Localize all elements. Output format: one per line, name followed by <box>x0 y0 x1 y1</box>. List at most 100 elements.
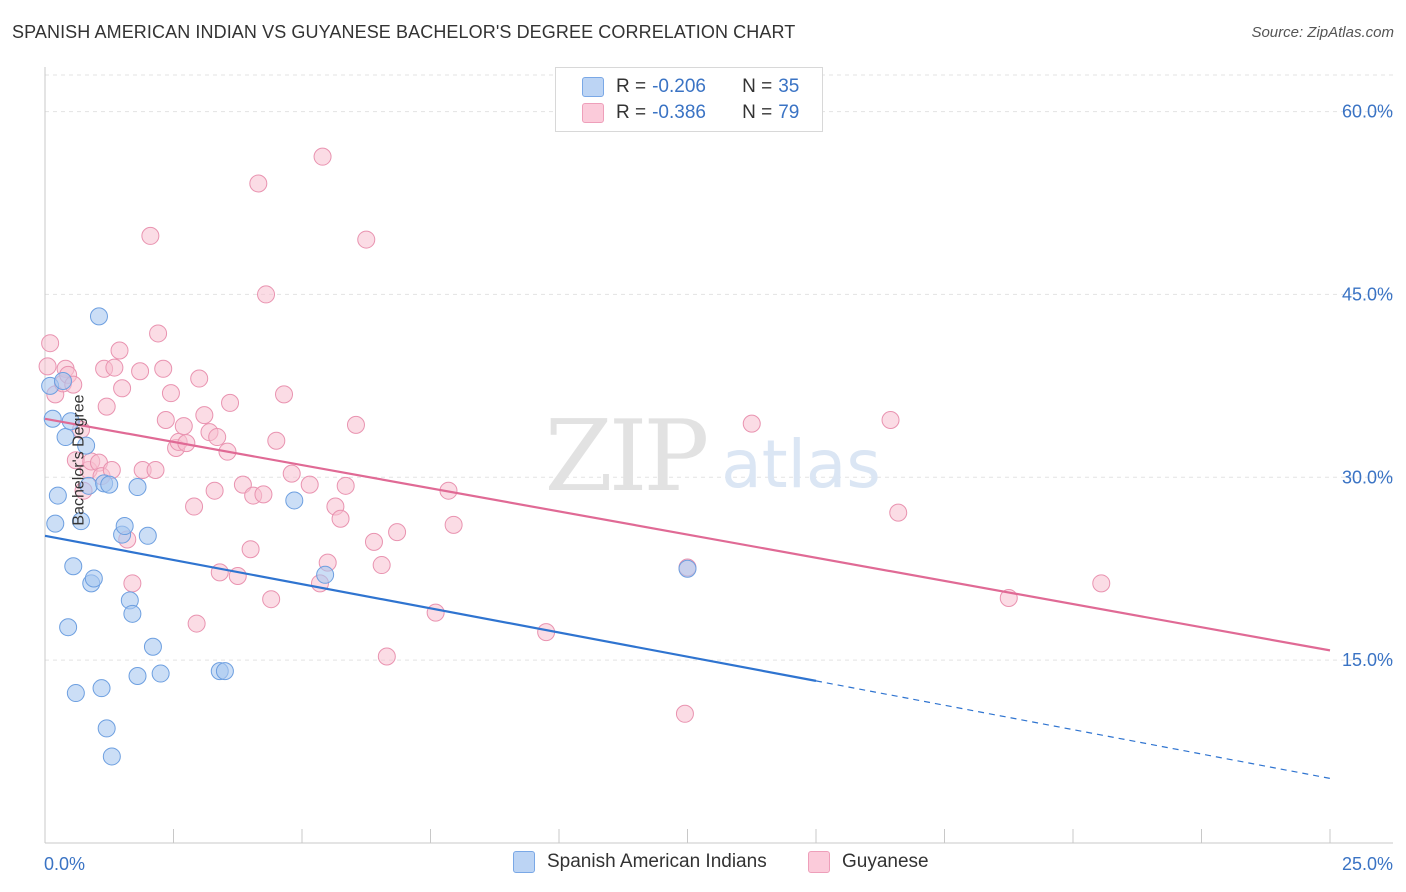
guyanese-point <box>336 476 355 495</box>
legend-n-label: N = <box>742 76 773 97</box>
legend-n-value: 79 <box>778 102 800 123</box>
spanish-american-indian-point <box>59 618 78 637</box>
series-legend: Spanish American Indians Guyanese <box>0 851 1406 879</box>
guyanese-trendline <box>44 417 1331 652</box>
guyanese-point <box>331 509 350 528</box>
legend-r-value: -0.386 <box>652 102 706 123</box>
spanish-american-indian-point <box>48 486 67 505</box>
spanish-american-indian-point <box>64 557 83 576</box>
guyanese-point <box>262 590 281 609</box>
guyanese-point <box>1092 574 1111 593</box>
watermark-zip: ZIP <box>545 400 707 514</box>
spanish-american-indian-point <box>143 637 162 656</box>
guyanese-point <box>105 358 124 377</box>
spanish-american-indian-point <box>285 491 304 510</box>
legend-r-label: R = <box>616 102 647 123</box>
spanish-american-indian-point <box>71 512 90 531</box>
guyanese-point <box>205 481 224 500</box>
legend-swatch-blue <box>582 77 604 97</box>
spanish-american-indian-trendline <box>44 534 817 682</box>
spanish-american-indian-point <box>46 514 65 533</box>
guyanese-point <box>161 384 180 403</box>
guyanese-point <box>38 357 57 376</box>
guyanese-point <box>275 385 294 404</box>
guyanese-point <box>190 369 209 388</box>
spanish-american-indian-point <box>678 559 697 578</box>
guyanese-point <box>357 230 376 249</box>
correlation-legend: R = -0.206 N = 35 R = -0.386 N = 79 <box>555 67 823 132</box>
guyanese-point <box>249 174 268 193</box>
legend-n-value: 35 <box>778 76 800 97</box>
spanish-american-indian-point <box>128 478 147 497</box>
guyanese-point <box>377 647 396 666</box>
guyanese-point <box>282 464 301 483</box>
legend-r-value: -0.206 <box>652 76 706 97</box>
guyanese-point <box>300 475 319 494</box>
guyanese-point <box>110 341 129 360</box>
data-points <box>38 147 1111 766</box>
guyanese-point <box>185 497 204 516</box>
spanish-american-indian-point <box>151 664 170 683</box>
spanish-american-indian-point <box>123 604 142 623</box>
guyanese-point <box>372 556 391 575</box>
legend-row-spanish-american-indians: R = -0.206 N = 35 <box>582 74 799 100</box>
guyanese-point <box>675 704 694 723</box>
guyanese-point <box>141 226 160 245</box>
spanish-american-indian-trendline-extrapolated <box>815 680 1331 779</box>
spanish-american-indian-point <box>92 679 111 698</box>
y-tick-label: 45.0% <box>1342 284 1393 304</box>
y-tick-label: 15.0% <box>1342 650 1393 670</box>
axes <box>44 67 1393 844</box>
legend-swatch-pink <box>582 103 604 123</box>
spanish-american-indian-point <box>316 565 335 584</box>
guyanese-point <box>208 428 227 447</box>
series-legend-label: Spanish American Indians <box>547 851 767 872</box>
guyanese-point <box>146 460 165 479</box>
series-legend-label: Guyanese <box>842 851 929 872</box>
guyanese-point <box>154 359 173 378</box>
spanish-american-indian-point <box>100 475 119 494</box>
guyanese-point <box>364 532 383 551</box>
spanish-american-indian-point <box>138 526 157 545</box>
series-swatch-pink <box>808 851 830 873</box>
trend-lines <box>44 417 1331 779</box>
guyanese-point <box>156 410 175 429</box>
guyanese-point <box>267 431 286 450</box>
spanish-american-indian-point <box>102 747 121 766</box>
spanish-american-indian-point <box>43 409 62 428</box>
spanish-american-indian-point <box>97 719 116 738</box>
guyanese-point <box>313 147 332 166</box>
y-axis-label: Bachelor's Degree <box>70 394 88 526</box>
series-legend-guyanese: Guyanese <box>808 851 929 873</box>
guyanese-point <box>187 614 206 633</box>
gridlines <box>45 74 1393 661</box>
x-tick-label-max: 25.0% <box>1342 854 1393 874</box>
series-swatch-blue <box>513 851 535 873</box>
watermark-atlas: atlas <box>721 426 881 503</box>
spanish-american-indian-point <box>128 666 147 685</box>
guyanese-point <box>742 414 761 433</box>
spanish-american-indian-point <box>84 569 103 588</box>
y-tick-label: 30.0% <box>1342 467 1393 487</box>
guyanese-point <box>881 410 900 429</box>
y-tick-label: 60.0% <box>1342 102 1393 122</box>
spanish-american-indian-point <box>215 662 234 681</box>
guyanese-point <box>123 574 142 593</box>
guyanese-point <box>210 563 229 582</box>
series-legend-spanish-american-indians: Spanish American Indians <box>513 851 767 873</box>
guyanese-point <box>346 415 365 434</box>
spanish-american-indian-point <box>115 517 134 536</box>
tick-labels: 15.0% 30.0% 45.0% 60.0% 0.0% 25.0% <box>44 102 1393 874</box>
spanish-american-indian-point <box>77 436 96 455</box>
guyanese-point <box>131 362 150 381</box>
guyanese-point <box>426 603 445 622</box>
x-tick-label-min: 0.0% <box>44 854 85 874</box>
spanish-american-indian-point <box>89 307 108 326</box>
guyanese-point <box>254 485 273 504</box>
legend-row-guyanese: R = -0.386 N = 79 <box>582 100 799 126</box>
guyanese-point <box>41 334 60 353</box>
guyanese-point <box>241 540 260 559</box>
guyanese-point <box>388 523 407 542</box>
watermark: ZIP atlas <box>545 400 881 514</box>
